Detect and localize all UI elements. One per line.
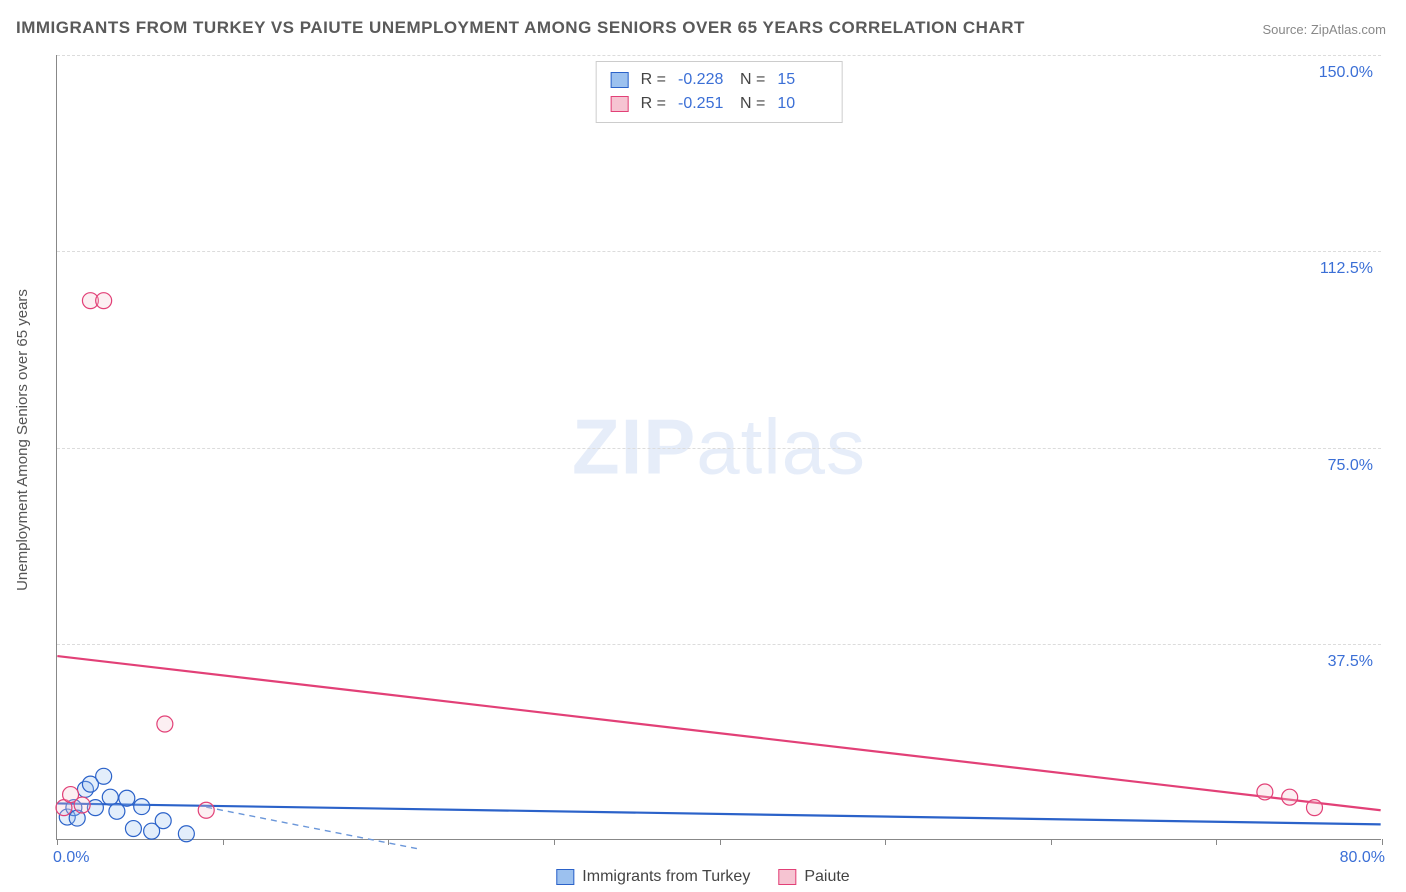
x-tick bbox=[720, 839, 721, 845]
source-label: Source: ZipAtlas.com bbox=[1262, 22, 1386, 37]
series-legend: Immigrants from Turkey Paiute bbox=[556, 868, 849, 886]
corr-r-label: R = bbox=[641, 92, 666, 116]
legend-item-1: Paiute bbox=[778, 868, 849, 886]
x-tick bbox=[1382, 839, 1383, 845]
data-point bbox=[1282, 789, 1298, 805]
corr-r-value: -0.251 bbox=[678, 92, 728, 116]
x-tick bbox=[554, 839, 555, 845]
x-tick bbox=[57, 839, 58, 845]
data-point bbox=[96, 293, 112, 309]
x-tick bbox=[388, 839, 389, 845]
source-prefix: Source: bbox=[1262, 22, 1310, 37]
legend-label-1: Paiute bbox=[804, 868, 849, 886]
data-point bbox=[109, 803, 125, 819]
trend-line bbox=[57, 656, 1380, 810]
chart-title: IMMIGRANTS FROM TURKEY VS PAIUTE UNEMPLO… bbox=[16, 18, 1025, 38]
correlation-row: R = -0.228 N = 15 bbox=[611, 68, 828, 92]
data-point bbox=[155, 813, 171, 829]
legend-label-0: Immigrants from Turkey bbox=[582, 868, 750, 886]
data-point bbox=[178, 826, 194, 842]
y-axis-label: Unemployment Among Seniors over 65 years bbox=[14, 289, 31, 591]
x-tick bbox=[1051, 839, 1052, 845]
data-point bbox=[198, 802, 214, 818]
data-point bbox=[1307, 800, 1323, 816]
data-point bbox=[134, 799, 150, 815]
x-tick-label-max: 80.0% bbox=[1340, 849, 1385, 867]
legend-swatch-icon bbox=[556, 869, 574, 885]
data-point bbox=[157, 716, 173, 732]
correlation-row: R = -0.251 N = 10 bbox=[611, 92, 828, 116]
x-tick-label-min: 0.0% bbox=[53, 849, 89, 867]
scatter-svg bbox=[57, 55, 1381, 839]
x-tick bbox=[885, 839, 886, 845]
data-point bbox=[125, 821, 141, 837]
legend-item-0: Immigrants from Turkey bbox=[556, 868, 750, 886]
chart-plot-area: ZIPatlas 37.5%75.0%112.5%150.0% R =-0.22… bbox=[56, 55, 1381, 840]
x-tick bbox=[223, 839, 224, 845]
corr-r-label: R = bbox=[641, 68, 666, 92]
corr-n-label: N = bbox=[740, 92, 765, 116]
corr-n-value: 10 bbox=[777, 92, 827, 116]
trend-line bbox=[57, 803, 1380, 824]
legend-swatch-icon bbox=[611, 96, 629, 112]
data-point bbox=[96, 768, 112, 784]
legend-swatch-icon bbox=[611, 72, 629, 88]
corr-n-label: N = bbox=[740, 68, 765, 92]
correlation-legend: R = -0.228 N = 15 R = -0.251 N = 10 bbox=[596, 61, 843, 123]
corr-n-value: 15 bbox=[777, 68, 827, 92]
x-tick bbox=[1216, 839, 1217, 845]
corr-r-value: -0.228 bbox=[678, 68, 728, 92]
data-point bbox=[119, 790, 135, 806]
source-link[interactable]: ZipAtlas.com bbox=[1311, 22, 1386, 37]
legend-swatch-icon bbox=[778, 869, 796, 885]
data-point bbox=[74, 797, 90, 813]
data-point bbox=[1257, 784, 1273, 800]
